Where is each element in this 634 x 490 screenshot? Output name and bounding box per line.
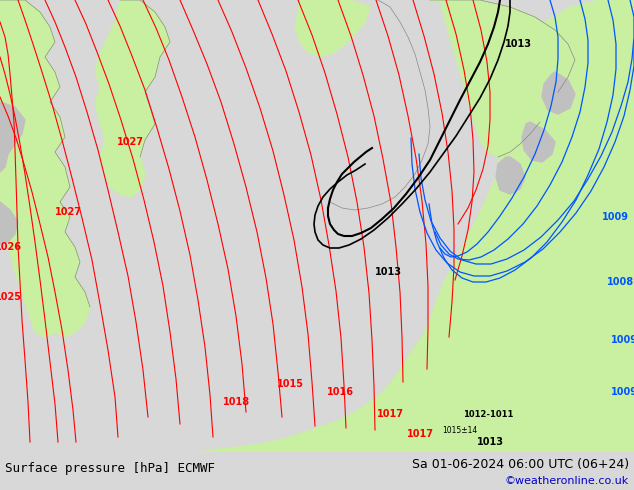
Text: 1025: 1025 bbox=[0, 292, 22, 302]
Text: 1015±14: 1015±14 bbox=[443, 425, 477, 435]
Text: Sa 01-06-2024 06:00 UTC (06+24): Sa 01-06-2024 06:00 UTC (06+24) bbox=[412, 458, 629, 470]
Text: 1027: 1027 bbox=[55, 207, 82, 217]
Polygon shape bbox=[496, 157, 525, 194]
Polygon shape bbox=[430, 0, 575, 157]
Polygon shape bbox=[0, 102, 25, 172]
Text: 1013: 1013 bbox=[505, 39, 531, 49]
Polygon shape bbox=[295, 0, 370, 57]
Text: 1009: 1009 bbox=[611, 335, 634, 345]
Polygon shape bbox=[200, 0, 634, 452]
Text: 1018: 1018 bbox=[223, 397, 250, 407]
Text: 1009: 1009 bbox=[602, 212, 628, 222]
Text: 1009: 1009 bbox=[611, 387, 634, 397]
Polygon shape bbox=[522, 122, 555, 162]
Text: 1013: 1013 bbox=[477, 437, 503, 447]
Text: 1017: 1017 bbox=[377, 409, 403, 419]
Polygon shape bbox=[95, 0, 170, 197]
Text: ©weatheronline.co.uk: ©weatheronline.co.uk bbox=[505, 476, 629, 486]
Polygon shape bbox=[0, 202, 18, 244]
Text: 1012-1011: 1012-1011 bbox=[463, 410, 513, 418]
Text: 1026: 1026 bbox=[0, 242, 22, 252]
Text: 1015: 1015 bbox=[276, 379, 304, 389]
Polygon shape bbox=[0, 0, 90, 337]
Text: 1027: 1027 bbox=[117, 137, 143, 147]
Text: Surface pressure [hPa] ECMWF: Surface pressure [hPa] ECMWF bbox=[5, 462, 215, 474]
Text: 1013: 1013 bbox=[375, 267, 401, 277]
Text: 1016: 1016 bbox=[327, 387, 354, 397]
Polygon shape bbox=[542, 72, 575, 114]
Text: 1008: 1008 bbox=[607, 277, 633, 287]
Text: 1017: 1017 bbox=[406, 429, 434, 439]
